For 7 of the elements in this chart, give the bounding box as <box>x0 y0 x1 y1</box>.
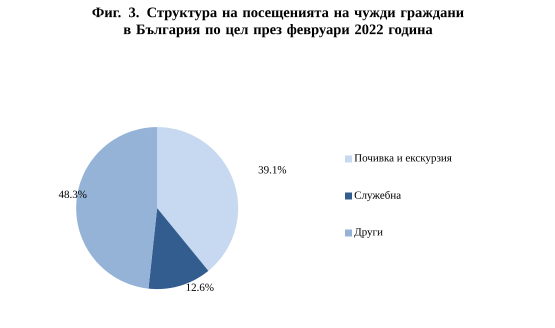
data-label: 39.1% <box>258 166 286 174</box>
legend-label: Почивка и екскурзия <box>354 154 452 164</box>
legend-label: Други <box>354 228 383 238</box>
data-label: 12.6% <box>186 284 214 292</box>
chart-title: Фиг. 3. Структура на посещенията на чужди граждани в България по цел през февруари 2022 година <box>92 8 464 38</box>
legend-label: Служебна <box>354 190 401 202</box>
data-label: 48.3% <box>58 190 87 198</box>
